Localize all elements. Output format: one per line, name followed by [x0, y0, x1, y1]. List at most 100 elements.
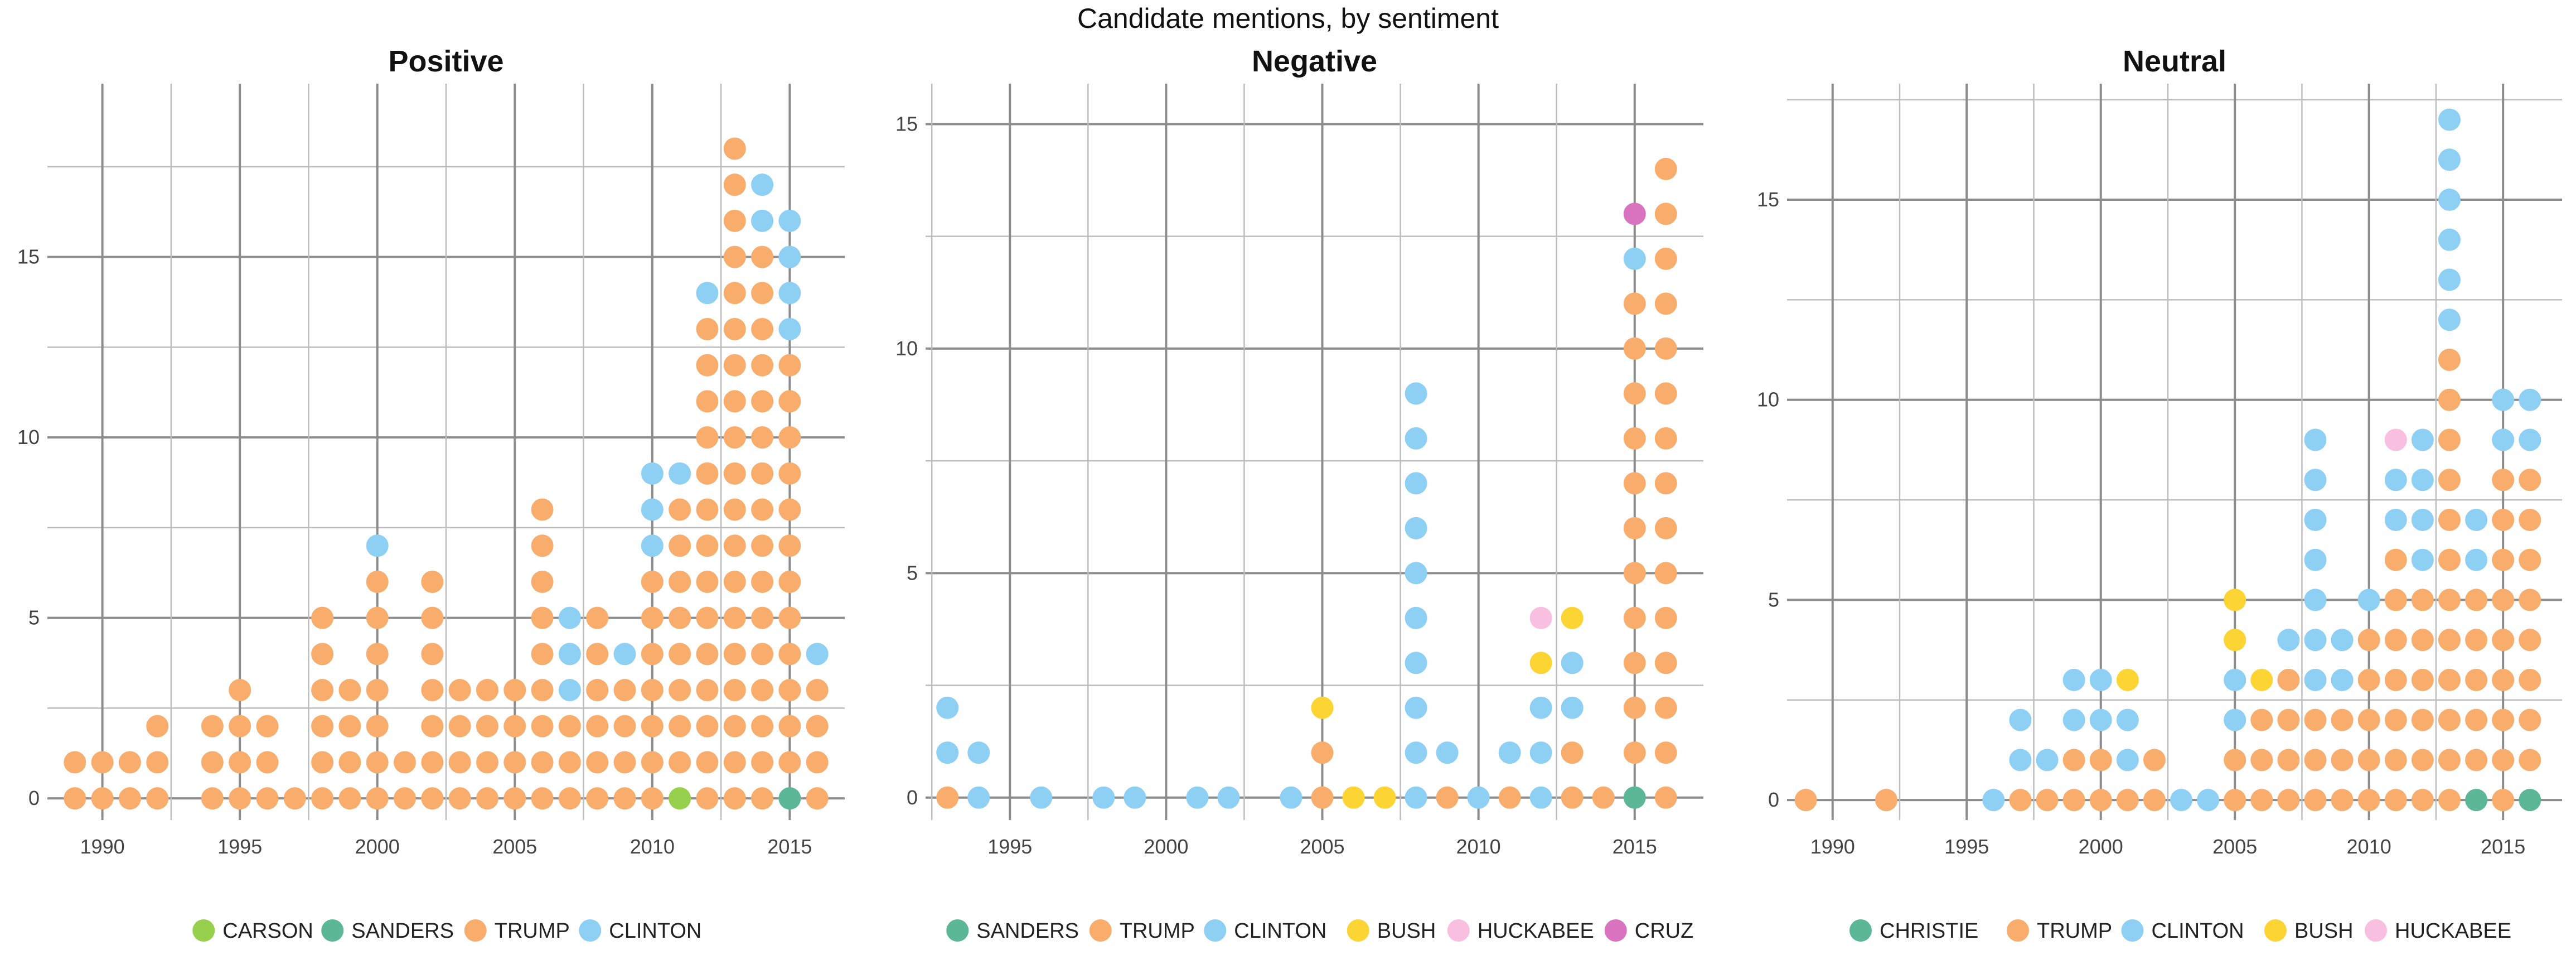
point-trump [2143, 749, 2166, 772]
point-trump [723, 715, 746, 737]
point-trump [2224, 749, 2246, 772]
legend-item-carson: CARSON [192, 919, 313, 943]
point-trump [696, 787, 719, 810]
point-clinton [2304, 668, 2327, 691]
point-clinton [1405, 427, 1427, 450]
legend-item-huckabee: HUCKABEE [1447, 919, 1594, 943]
point-trump [311, 606, 334, 629]
point-trump [311, 787, 334, 810]
point-bush [1561, 606, 1584, 629]
point-trump [669, 498, 691, 521]
point-trump [751, 679, 774, 702]
point-trump [1623, 382, 1646, 405]
point-trump [2384, 668, 2407, 691]
point-trump [1654, 786, 1677, 809]
point-trump [2438, 388, 2461, 411]
point-trump [311, 643, 334, 666]
point-clinton [1529, 741, 1552, 764]
x-tick-label: 1990 [1810, 835, 1855, 858]
point-trump [558, 715, 581, 737]
point-clinton [2519, 388, 2541, 411]
point-trump [311, 751, 334, 774]
point-trump [641, 643, 664, 666]
point-trump [751, 282, 774, 305]
point-trump [531, 534, 554, 557]
point-trump [751, 534, 774, 557]
gridlines [926, 84, 1703, 820]
point-trump [723, 498, 746, 521]
point-trump [2438, 589, 2461, 611]
legend-label: TRUMP [495, 919, 570, 943]
point-trump [613, 715, 636, 737]
legend-item-christie: CHRISTIE [1849, 919, 1978, 943]
points [64, 137, 829, 810]
legend-item-trump: TRUMP [2007, 919, 2112, 943]
point-trump [778, 462, 801, 485]
legend-swatch [2121, 919, 2144, 942]
y-tick-label: 10 [17, 426, 40, 449]
point-trump [641, 751, 664, 774]
point-trump [229, 751, 251, 774]
point-trump [696, 318, 719, 340]
point-trump [421, 679, 444, 702]
legend-item-cruz: CRUZ [1604, 919, 1693, 943]
point-trump [2411, 749, 2434, 772]
point-trump [613, 787, 636, 810]
point-trump [366, 751, 389, 774]
point-trump [2519, 508, 2541, 531]
point-trump [613, 679, 636, 702]
point-trump [2492, 469, 2515, 491]
point-clinton [1436, 741, 1459, 764]
point-trump [2277, 789, 2300, 812]
point-trump [1623, 427, 1646, 450]
point-clinton [2384, 508, 2407, 531]
point-trump [586, 606, 609, 629]
legend-swatch [1347, 919, 1369, 942]
point-trump [613, 751, 636, 774]
point-trump [1654, 202, 1677, 225]
point-clinton [2438, 148, 2461, 171]
point-clinton [778, 318, 801, 340]
point-clinton [2411, 428, 2434, 451]
point-trump [366, 606, 389, 629]
point-trump [1561, 786, 1584, 809]
legend-item-clinton: CLINTON [2121, 919, 2244, 943]
point-trump [531, 751, 554, 774]
point-trump [751, 643, 774, 666]
point-trump [503, 751, 526, 774]
point-clinton [2089, 668, 2112, 691]
point-clinton [1405, 741, 1427, 764]
point-clinton [1982, 789, 2005, 812]
point-trump [669, 751, 691, 774]
y-tick-label: 15 [1757, 188, 1779, 211]
point-trump [201, 715, 224, 737]
point-clinton [2089, 708, 2112, 731]
point-trump [421, 643, 444, 666]
point-trump [201, 787, 224, 810]
point-trump [2384, 789, 2407, 812]
x-tick-label: 2000 [1144, 835, 1188, 858]
point-trump [778, 354, 801, 377]
point-trump [2224, 789, 2246, 812]
point-trump [778, 643, 801, 666]
point-clinton [2492, 428, 2515, 451]
point-trump [586, 787, 609, 810]
point-trump [751, 715, 774, 737]
point-bush [2116, 668, 2139, 691]
x-tick-label: 2015 [767, 835, 812, 858]
point-trump [2465, 708, 2488, 731]
point-trump [1654, 606, 1677, 629]
point-trump [2438, 469, 2461, 491]
legend-label: HUCKABEE [1478, 919, 1594, 943]
point-bush [1529, 652, 1552, 674]
point-huckabee [2384, 428, 2407, 451]
point-trump [696, 643, 719, 666]
point-trump [696, 534, 719, 557]
point-trump [2438, 629, 2461, 652]
point-trump [751, 318, 774, 340]
point-trump [448, 679, 471, 702]
point-trump [696, 498, 719, 521]
point-trump [1654, 696, 1677, 719]
point-trump [2519, 469, 2541, 491]
point-trump [696, 606, 719, 629]
